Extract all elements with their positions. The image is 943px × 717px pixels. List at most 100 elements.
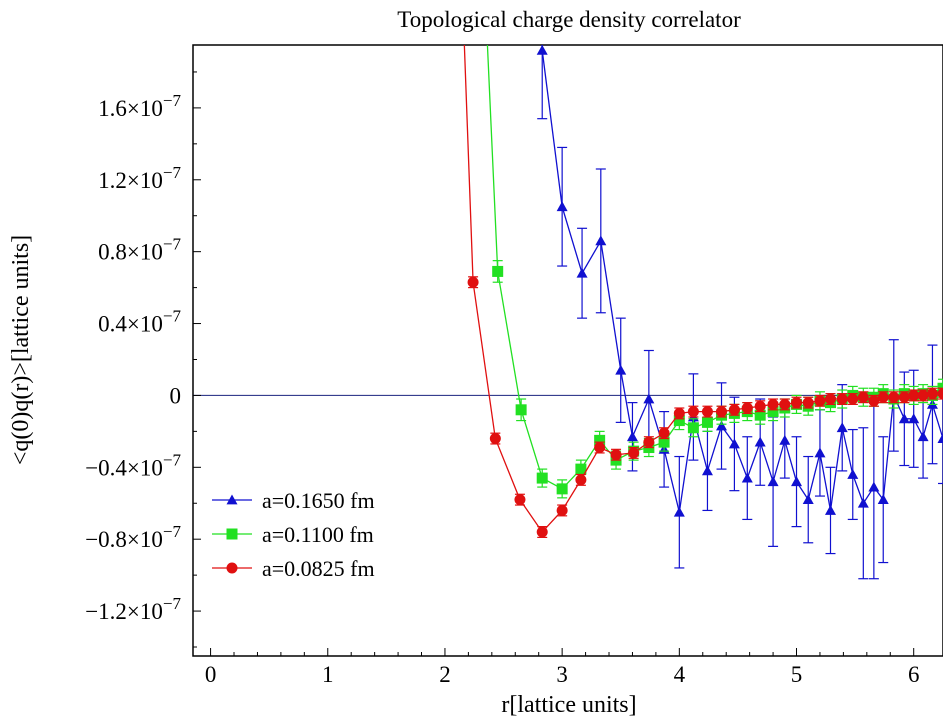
data-point bbox=[917, 389, 929, 401]
data-point bbox=[847, 393, 859, 405]
data-point bbox=[701, 406, 713, 418]
data-point bbox=[754, 400, 766, 412]
data-point bbox=[658, 436, 670, 448]
data-point bbox=[701, 465, 713, 476]
y-tick-label: 1.6×10−7 bbox=[98, 91, 181, 121]
x-tick-label: 3 bbox=[556, 662, 568, 687]
data-point bbox=[767, 406, 779, 418]
data-point bbox=[658, 427, 670, 439]
data-point bbox=[489, 433, 501, 445]
data-point bbox=[673, 415, 685, 427]
data-point bbox=[814, 447, 826, 458]
data-point bbox=[754, 436, 766, 447]
data-point bbox=[937, 388, 943, 400]
data-point bbox=[836, 422, 848, 433]
data-point bbox=[868, 395, 880, 407]
data-point bbox=[802, 397, 814, 409]
y-tick-label: −0.4×10−7 bbox=[85, 450, 181, 480]
data-point bbox=[791, 397, 803, 409]
y-tick-label: 0 bbox=[170, 383, 182, 408]
data-point bbox=[536, 472, 548, 484]
data-point bbox=[847, 468, 859, 479]
data-point bbox=[556, 483, 568, 495]
data-point bbox=[836, 393, 848, 405]
x-tick-label: 2 bbox=[439, 662, 451, 687]
legend-label: a=0.1100 fm bbox=[262, 522, 374, 547]
data-point bbox=[728, 438, 740, 449]
data-point bbox=[615, 364, 627, 375]
x-tick-label: 0 bbox=[205, 662, 217, 687]
data-point bbox=[594, 434, 606, 446]
data-point bbox=[888, 391, 900, 403]
legend-label: a=0.0825 fm bbox=[262, 556, 375, 581]
data-point bbox=[595, 235, 607, 246]
data-point bbox=[716, 420, 728, 431]
data-point bbox=[643, 393, 655, 404]
data-point bbox=[515, 404, 527, 416]
x-tick-label: 1 bbox=[322, 662, 334, 687]
data-point bbox=[791, 476, 803, 487]
legend: a=0.1650 fm a=0.1100 fm a=0.0825 fm bbox=[212, 488, 375, 581]
data-point bbox=[556, 201, 568, 212]
data-point bbox=[857, 497, 869, 508]
data-point bbox=[754, 409, 766, 421]
series-0 bbox=[536, 45, 943, 580]
series-line bbox=[541, 45, 943, 513]
data-point bbox=[857, 391, 869, 403]
data-point bbox=[802, 494, 814, 505]
data-point bbox=[701, 416, 713, 428]
data-point bbox=[917, 431, 929, 442]
data-point bbox=[898, 413, 910, 424]
data-point bbox=[868, 481, 880, 492]
data-point bbox=[467, 276, 479, 288]
data-point bbox=[673, 506, 685, 517]
data-point bbox=[898, 391, 910, 403]
data-point bbox=[741, 472, 753, 483]
y-axis-label: <q(0)q(r)>[lattice units] bbox=[8, 235, 34, 465]
legend-label: a=0.1650 fm bbox=[262, 488, 375, 513]
data-point bbox=[536, 45, 548, 55]
data-point bbox=[687, 406, 699, 418]
data-point bbox=[610, 449, 622, 461]
data-point bbox=[643, 436, 655, 448]
x-tick-label: 6 bbox=[908, 662, 920, 687]
data-point bbox=[556, 504, 568, 516]
chart-title: Topological charge density correlator bbox=[397, 7, 741, 32]
x-axis-label: r[lattice units] bbox=[501, 692, 636, 717]
data-point bbox=[937, 433, 943, 443]
data-point bbox=[908, 389, 920, 401]
data-point bbox=[626, 431, 638, 442]
series-line bbox=[463, 45, 943, 534]
data-point bbox=[728, 404, 740, 416]
data-point bbox=[514, 494, 526, 506]
y-tick-label: 0.8×10−7 bbox=[98, 235, 181, 265]
data-point bbox=[877, 391, 889, 403]
data-point bbox=[779, 398, 791, 410]
data-point bbox=[825, 393, 836, 405]
data-point bbox=[926, 388, 938, 400]
series-1 bbox=[486, 45, 943, 499]
data-point bbox=[687, 422, 699, 434]
legend-marker bbox=[226, 528, 238, 540]
legend-marker bbox=[226, 494, 238, 505]
data-point bbox=[594, 442, 606, 454]
data-point bbox=[673, 407, 685, 419]
y-tick-label: −1.2×10−7 bbox=[85, 594, 181, 624]
data-point bbox=[877, 494, 889, 505]
series-layer bbox=[463, 45, 943, 580]
data-point bbox=[814, 395, 826, 407]
x-tick-label: 5 bbox=[791, 662, 803, 687]
data-point bbox=[628, 447, 640, 459]
data-point bbox=[575, 463, 587, 475]
data-point bbox=[767, 476, 779, 487]
legend-marker bbox=[226, 562, 238, 574]
data-point bbox=[767, 398, 779, 410]
data-point bbox=[908, 413, 920, 424]
plot-frame bbox=[192, 44, 943, 657]
data-point bbox=[741, 402, 753, 414]
y-tick-label: −0.8×10−7 bbox=[85, 522, 181, 552]
data-point bbox=[779, 434, 791, 445]
axes: 0 1 2 3 4 5 6 −1.2×10−7 −0.8×10−7 −0.4×10−7 0 0.4×1… bbox=[85, 44, 943, 687]
data-point bbox=[576, 267, 588, 278]
